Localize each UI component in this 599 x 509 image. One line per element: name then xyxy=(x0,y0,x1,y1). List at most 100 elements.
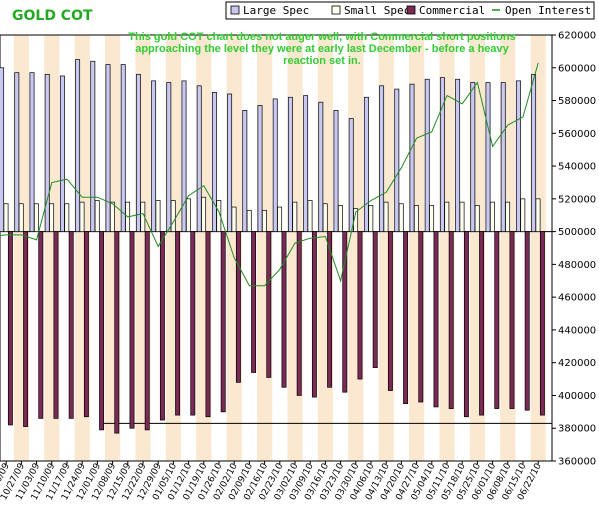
bar-commercial xyxy=(114,231,120,434)
bar-commercial xyxy=(38,231,44,419)
y-tick-label: 520000 xyxy=(558,194,596,205)
bar-commercial xyxy=(524,231,530,411)
bar-small-spec xyxy=(474,205,480,232)
bar-commercial xyxy=(327,231,333,388)
y-tick-label: 540000 xyxy=(558,162,596,173)
bar-commercial xyxy=(539,231,545,416)
bar-small-spec xyxy=(337,205,343,232)
bar-large-spec xyxy=(409,83,415,232)
bar-commercial xyxy=(7,231,13,426)
y-tick-label: 580000 xyxy=(558,96,596,107)
plot-border xyxy=(0,34,553,462)
bar-small-spec xyxy=(398,203,404,232)
bar-small-spec xyxy=(459,201,465,232)
bar-commercial xyxy=(144,231,150,431)
bar-small-spec xyxy=(18,203,24,232)
bar-small-spec xyxy=(216,200,222,232)
bar-small-spec xyxy=(292,201,298,232)
y-tick-label: 600000 xyxy=(558,63,596,74)
y-axis-ticks: 360000 380000 400000 420000 440000 460000 4800… xyxy=(552,31,596,468)
y-tick-label: 420000 xyxy=(558,358,596,369)
bar-small-spec xyxy=(444,201,450,232)
bar-commercial xyxy=(53,231,59,419)
bar-commercial xyxy=(463,231,469,418)
annotation-line-2: approaching the level they were at early… xyxy=(135,43,509,55)
bar-small-spec xyxy=(155,200,161,232)
bar-small-spec xyxy=(170,200,176,232)
y-tick-label: 460000 xyxy=(558,293,596,304)
bar-small-spec xyxy=(535,198,541,232)
bar-commercial xyxy=(311,231,317,398)
y-tick-label: 360000 xyxy=(558,457,596,468)
bar-commercial xyxy=(68,231,74,419)
bar-commercial xyxy=(23,231,29,427)
bar-large-spec xyxy=(439,77,445,232)
legend-swatch-small-spec xyxy=(331,5,341,15)
bar-large-spec xyxy=(105,64,111,232)
bar-large-spec xyxy=(363,96,369,232)
chart-title: GOLD COT xyxy=(12,8,93,24)
bar-large-spec xyxy=(75,59,81,232)
bar-large-spec xyxy=(515,80,521,232)
bar-small-spec xyxy=(383,201,389,232)
bar-small-spec xyxy=(277,206,283,232)
bar-commercial xyxy=(494,231,500,409)
open-interest-line xyxy=(0,62,539,287)
bar-large-spec xyxy=(500,82,506,232)
legend-label-large-spec: Large Spec xyxy=(243,4,309,17)
bar-small-spec xyxy=(520,198,526,232)
bar-large-spec xyxy=(44,73,50,232)
bar-large-spec xyxy=(181,80,187,232)
bar-large-spec xyxy=(151,80,157,232)
bar-large-spec xyxy=(0,67,5,232)
legend-label-small-spec: Small Spec xyxy=(344,4,410,17)
legend-label-open-interest: Open Interest xyxy=(505,4,591,17)
bar-small-spec xyxy=(505,201,511,232)
legend-swatch-large-spec xyxy=(230,5,240,15)
bar-small-spec xyxy=(33,203,39,232)
bar-large-spec xyxy=(227,93,233,232)
bar-large-spec xyxy=(531,73,537,232)
y-tick-label: 500000 xyxy=(558,227,596,238)
bar-large-spec xyxy=(455,78,461,232)
bar-large-spec xyxy=(303,95,309,232)
bar-commercial xyxy=(448,231,454,409)
bar-commercial xyxy=(159,231,165,421)
legend: Large Spec Small Spec Commercial Open In… xyxy=(225,1,595,20)
bar-large-spec xyxy=(166,82,172,232)
bar-commercial xyxy=(387,231,393,391)
bars xyxy=(0,59,545,434)
bar-small-spec xyxy=(429,205,435,232)
bar-small-spec xyxy=(109,201,115,232)
bar-small-spec xyxy=(322,203,328,232)
bar-large-spec xyxy=(470,82,476,232)
bar-large-spec xyxy=(120,64,126,232)
bar-commercial xyxy=(175,231,181,416)
legend-label-commercial: Commercial xyxy=(419,4,485,17)
bar-commercial xyxy=(418,231,424,403)
y-tick-label: 400000 xyxy=(558,391,596,402)
bar-commercial xyxy=(266,231,272,378)
bar-small-spec xyxy=(413,205,419,232)
bar-large-spec xyxy=(257,105,263,232)
bar-small-spec xyxy=(246,209,252,232)
bar-commercial xyxy=(372,231,378,368)
bar-commercial xyxy=(83,231,89,418)
bar-large-spec xyxy=(272,98,278,232)
bar-large-spec xyxy=(348,118,354,232)
bar-large-spec xyxy=(29,72,35,232)
bar-commercial xyxy=(433,231,439,408)
x-axis-ticks: 10/13/0910/20/0910/27/0911/03/0911/10/09… xyxy=(0,461,544,502)
bar-commercial xyxy=(205,231,211,418)
bar-large-spec xyxy=(59,75,65,232)
bar-commercial xyxy=(281,231,287,388)
bar-large-spec xyxy=(135,73,141,232)
bar-large-spec xyxy=(318,101,324,232)
bar-large-spec xyxy=(379,85,385,232)
bar-small-spec xyxy=(94,200,100,232)
bar-large-spec xyxy=(287,96,293,232)
bar-small-spec xyxy=(368,205,374,232)
bar-small-spec xyxy=(261,209,267,232)
